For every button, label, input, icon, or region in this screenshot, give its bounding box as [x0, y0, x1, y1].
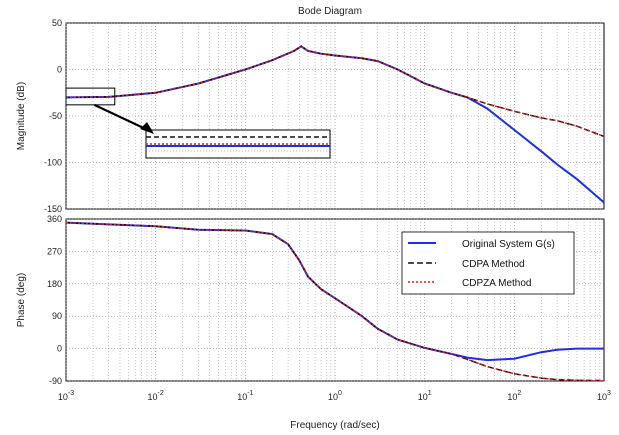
x-axis-label: Frequency (rad/sec) [290, 420, 379, 431]
x-tick-label: 100 [328, 390, 342, 402]
magnitude-ylabel: Magnitude (dB) [16, 82, 27, 150]
series-line-cdpza-method [65, 45, 605, 138]
y-tick-label: 0 [57, 344, 62, 354]
legend-label-cdpa: CDPA Method [462, 259, 525, 270]
legend-label-cdpza: CDPZA Method [462, 278, 531, 289]
zoom-arrow-head [140, 122, 154, 134]
y-tick-label: 180 [47, 279, 62, 289]
x-tick-label: 10-3 [58, 390, 74, 402]
x-tick-label: 101 [418, 390, 432, 402]
x-tick-label: 10-2 [148, 390, 164, 402]
zoom-source-box [65, 87, 116, 106]
legend-label-original: Original System G(s) [462, 239, 555, 250]
series-line-cdpza-method [65, 221, 605, 382]
y-tick-label: -100 [44, 158, 62, 168]
y-tick-label: -90 [49, 376, 62, 386]
legend: Original System G(s) CDPA Method CDPZA M… [401, 231, 575, 295]
y-tick-label: -50 [49, 111, 62, 121]
y-tick-label: 50 [52, 18, 62, 28]
x-tick-label: 103 [597, 390, 611, 402]
x-tick-label: 102 [507, 390, 521, 402]
magnitude-plot: 50 0 -50 -100 -150 Magnitude (dB) [16, 18, 605, 214]
phase-plot: 360 270 180 90 0 -90 Phase (deg) [16, 214, 605, 386]
y-tick-label: 90 [52, 311, 62, 321]
y-tick-label: 0 [57, 65, 62, 75]
y-tick-label: 270 [47, 246, 62, 256]
y-tick-label: 360 [47, 214, 62, 224]
x-tick-label: 10-1 [237, 390, 253, 402]
phase-ylabel: Phase (deg) [16, 273, 27, 327]
y-tick-label: -150 [44, 204, 62, 214]
chart-title: Bode Diagram [298, 6, 362, 17]
